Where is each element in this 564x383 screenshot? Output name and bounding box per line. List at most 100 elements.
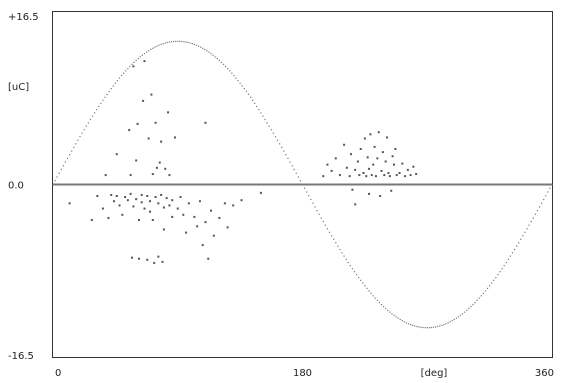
data-point <box>401 162 404 165</box>
data-point <box>388 175 391 178</box>
curve-point <box>75 143 77 145</box>
data-point <box>155 166 158 169</box>
curve-point <box>407 323 410 325</box>
x-tick-label: 360 <box>535 368 554 379</box>
curve-point <box>168 41 171 43</box>
data-point <box>160 140 163 143</box>
data-point <box>394 147 397 150</box>
curve-point <box>341 252 343 254</box>
data-point <box>128 129 131 132</box>
curve-point <box>235 77 237 79</box>
data-point <box>110 193 113 196</box>
curve-point <box>331 235 333 237</box>
curve-point <box>85 125 87 127</box>
data-point <box>372 163 375 166</box>
data-point <box>370 174 373 177</box>
curve-point <box>256 105 258 108</box>
curve-point <box>501 268 503 270</box>
curve-point <box>133 61 135 63</box>
curve-point <box>139 56 141 58</box>
curve-point <box>530 220 532 223</box>
data-point <box>146 195 149 197</box>
curve-point <box>245 90 247 93</box>
curve-point <box>397 317 399 319</box>
data-point <box>176 207 179 210</box>
curve-point <box>464 311 466 313</box>
curve-point <box>98 105 100 108</box>
curve-point <box>497 274 499 276</box>
curve-point <box>453 318 455 321</box>
data-point <box>196 225 199 228</box>
curve-point <box>470 306 472 308</box>
curve-point <box>197 45 200 47</box>
x-tick-labels: 0 180 360 <box>55 368 554 379</box>
curve-point <box>110 88 112 90</box>
data-point <box>162 206 165 209</box>
curve-point <box>347 261 349 264</box>
data-point <box>390 189 393 192</box>
curve-point <box>493 279 495 281</box>
curve-point <box>410 323 412 326</box>
curve-point <box>127 68 129 70</box>
curve-point <box>214 56 216 58</box>
curve-point <box>249 96 252 98</box>
curve-point <box>66 157 69 159</box>
data-point <box>232 204 235 207</box>
data-point <box>392 163 395 166</box>
curve-point <box>455 317 457 319</box>
curve-point <box>183 41 185 43</box>
curve-point <box>355 274 358 276</box>
curve-point <box>345 258 347 260</box>
curve-point <box>152 47 154 49</box>
data-point <box>101 207 104 210</box>
data-point <box>210 209 213 212</box>
data-point <box>334 157 337 160</box>
data-point <box>121 213 124 216</box>
curve-point <box>370 292 372 295</box>
curve-point <box>187 41 189 44</box>
data-point <box>322 175 325 178</box>
curve-point <box>297 176 299 178</box>
curve-point <box>376 299 378 301</box>
data-point <box>338 174 341 177</box>
data-point <box>330 169 333 172</box>
curve-point <box>189 42 191 44</box>
data-point <box>368 192 371 195</box>
curve-point <box>227 68 229 70</box>
curve-point <box>472 304 474 306</box>
curve-point <box>306 191 308 193</box>
curve-point <box>437 325 439 328</box>
data-point <box>150 93 153 96</box>
data-point <box>171 215 174 218</box>
curve-point <box>181 40 183 43</box>
data-point <box>118 204 121 207</box>
data-point <box>376 157 379 160</box>
data-point <box>354 203 357 206</box>
curve-point <box>281 146 283 149</box>
data-point <box>412 165 415 168</box>
data-point <box>381 151 384 154</box>
curve-point <box>129 65 131 68</box>
curve-point <box>106 93 108 95</box>
curve-point <box>231 72 233 74</box>
curve-point <box>428 327 430 329</box>
data-point <box>126 199 129 202</box>
curve-point <box>293 168 295 171</box>
curve-point <box>466 309 468 311</box>
data-point <box>131 256 134 259</box>
curve-point <box>507 258 509 260</box>
curve-point <box>247 93 250 95</box>
curve-point <box>484 290 487 292</box>
data-point <box>165 197 168 200</box>
curve-point <box>416 325 418 328</box>
curve-point <box>283 150 285 152</box>
curve-point <box>520 238 522 240</box>
curve-point <box>549 187 551 189</box>
curve-point <box>131 63 133 65</box>
curve-point <box>262 115 264 117</box>
curve-point <box>312 202 314 204</box>
data-point <box>185 231 188 234</box>
data-point <box>343 143 346 146</box>
curve-point <box>459 314 462 316</box>
curve-point <box>208 51 210 53</box>
